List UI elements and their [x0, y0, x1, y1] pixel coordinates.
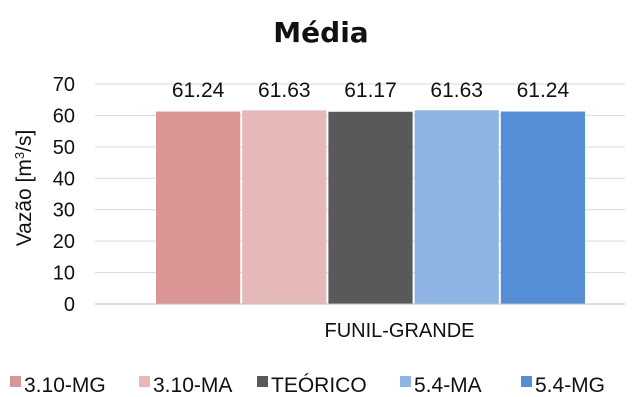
legend-label: TEÓRICO	[271, 374, 367, 397]
y-tick-label: 40	[53, 168, 75, 190]
bar-5-4-ma	[414, 110, 499, 304]
bar-3-10-mg	[156, 111, 241, 304]
y-tick-label: 30	[53, 200, 75, 222]
y-tick-label: 60	[53, 105, 75, 127]
data-labels: 61.24 61.63 61.17 61.63 61.24	[172, 79, 570, 102]
legend-swatch	[521, 376, 532, 387]
legend-swatch	[257, 376, 268, 387]
y-tick-label: 70	[53, 74, 75, 96]
y-axis-label-prefix: Vazão [m	[13, 159, 36, 246]
legend-swatch	[10, 376, 21, 387]
y-axis-label-superscript: 3	[12, 152, 27, 159]
legend: 3.10-MG 3.10-MA TEÓRICO 5.4-MA 5.4-MG	[10, 374, 605, 397]
bar-te-rico	[328, 111, 413, 304]
chart-title: Média	[273, 16, 368, 49]
legend-label: 5.4-MA	[414, 374, 482, 397]
legend-label: 5.4-MG	[535, 374, 605, 397]
legend-swatch	[139, 376, 150, 387]
y-tick-label: 50	[53, 137, 75, 159]
data-label: 61.63	[258, 79, 311, 102]
y-tick-label: 10	[53, 263, 75, 285]
y-axis-label-suffix: /s]	[13, 130, 36, 152]
y-axis-ticks: 0 10 20 30 40 50 60 70	[53, 74, 75, 316]
bars	[156, 110, 585, 304]
bar-3-10-ma	[242, 110, 327, 304]
y-tick-label: 20	[53, 231, 75, 253]
legend-label: 3.10-MG	[24, 374, 106, 397]
bar-5-4-mg	[500, 111, 585, 304]
data-label: 61.63	[430, 79, 483, 102]
y-axis-label: Vazão [m3/s]	[12, 130, 37, 247]
data-label: 61.24	[172, 79, 225, 102]
y-tick-label: 0	[64, 294, 75, 316]
category-label: FUNIL-GRANDE	[324, 320, 474, 342]
legend-swatch	[400, 376, 411, 387]
legend-label: 3.10-MA	[153, 374, 232, 397]
data-label: 61.17	[344, 79, 397, 102]
data-label: 61.24	[517, 79, 570, 102]
